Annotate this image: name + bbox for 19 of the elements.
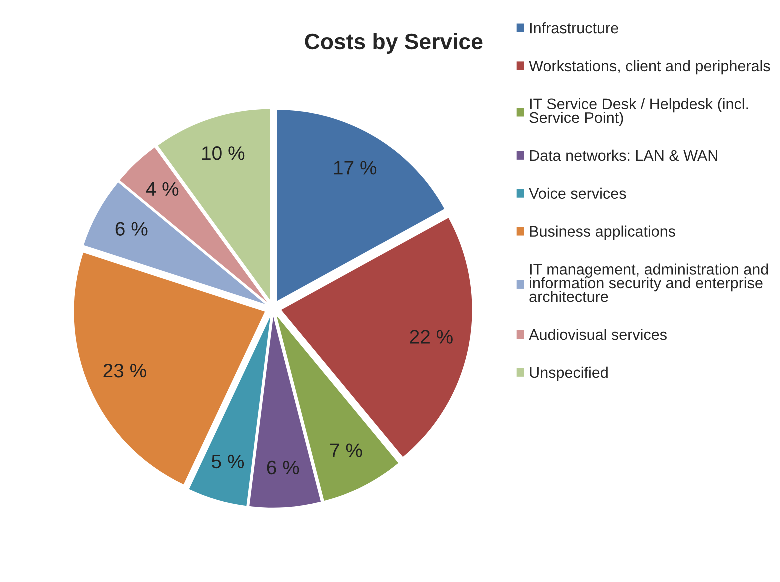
legend-label: Infrastructure [530, 22, 618, 34]
legend-label: IT management, administration and information security and enterprise architecture [530, 264, 768, 302]
legend-label: Data networks: LAN & WAN [530, 150, 718, 162]
data-label: 10 % [202, 146, 245, 160]
data-label: 7 % [330, 444, 362, 458]
data-label: 6 % [116, 222, 148, 236]
data-label: 17 % [334, 161, 377, 175]
legend-label: Workstations, client and peripherals [529, 60, 770, 75]
data-label: 23 % [104, 364, 146, 378]
data-label: 6 % [267, 460, 300, 475]
legend-label: Voice services [529, 188, 626, 200]
legend-label: Unspecified [530, 366, 608, 382]
legend-label: Audiovisual services [529, 329, 667, 340]
data-label: 22 % [410, 330, 453, 344]
legend-label: Business applications [530, 226, 676, 240]
data-label: 4 % [146, 182, 179, 196]
legend-label: IT Service Desk / Helpdesk (incl. Service Point) [530, 98, 748, 126]
data-label: 5 % [212, 454, 244, 469]
chart-title: Costs by Service [305, 33, 483, 54]
